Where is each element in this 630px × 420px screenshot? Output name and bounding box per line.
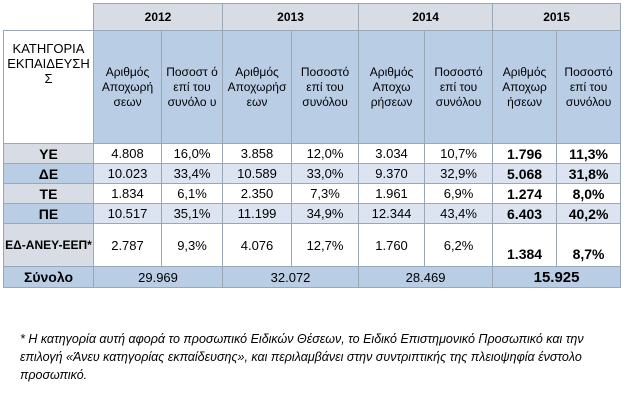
table-cell: 33,0% xyxy=(291,163,360,184)
year-2013: 2013 xyxy=(222,3,360,31)
table-cell: 6,9% xyxy=(424,183,494,204)
row-category: ΔΕ xyxy=(3,163,94,184)
year-2012: 2012 xyxy=(92,3,224,31)
table-cell: 35,1% xyxy=(160,203,224,224)
table-cell: 8,0% xyxy=(556,183,622,204)
percent-header-2013: Ποσοστό επί του συνόλου xyxy=(291,30,360,144)
table-cell: 31,8% xyxy=(556,163,622,184)
total-label: Σύνολο xyxy=(3,266,94,288)
retirement-statistics-table: 2012 2013 2014 2015 ΚΑΤΗΓΟΡΙΑ ΕΚΠΑΙΔΕΥΣΗ… xyxy=(3,3,622,288)
table-cell: 1.796 xyxy=(492,143,558,164)
table-cell: 11.199 xyxy=(222,203,293,224)
year-header-row: 2012 2013 2014 2015 xyxy=(3,3,622,31)
table-cell: 16,0% xyxy=(160,143,224,164)
table-cell: 7,3% xyxy=(291,183,360,204)
table-cell: 34,9% xyxy=(291,203,360,224)
total-2014: 28.469 xyxy=(358,266,494,288)
table-cell: 10.589 xyxy=(222,163,293,184)
table-cell: 3.858 xyxy=(222,143,293,164)
count-header-2014: Αριθμός Αποχω ρήσεων xyxy=(358,30,426,144)
row-category: ΥΕ xyxy=(3,143,94,164)
table-cell: 3.034 xyxy=(358,143,426,164)
total-2012: 29.969 xyxy=(92,266,224,288)
table-cell: 33,4% xyxy=(160,163,224,184)
table-cell: 8,7% xyxy=(556,223,622,267)
table-cell: 32,9% xyxy=(424,163,494,184)
count-header-2013: Αριθμός Αποχωρήσ εων xyxy=(222,30,293,144)
table-cell: 9.370 xyxy=(358,163,426,184)
table-row: ΕΔ-ΑΝΕΥ-ΕΕΠ* 2.787 9,3% 4.076 12,7% 1.76… xyxy=(3,223,622,267)
total-2013: 32.072 xyxy=(222,266,360,288)
percent-header-2014: Ποσοστό επί του συνόλου xyxy=(424,30,494,144)
table-cell: 1.760 xyxy=(358,223,426,267)
table-cell: 1.384 xyxy=(492,223,558,267)
category-header: ΚΑΤΗΓΟΡΙΑ ΕΚΠΑΙΔΕΥΣΗ Σ xyxy=(3,30,94,144)
table-cell: 6.403 xyxy=(492,203,558,224)
table-row: ΔΕ 10.023 33,4% 10.589 33,0% 9.370 32,9%… xyxy=(3,163,622,184)
percent-header-2012: Ποσοστ ό επί του συνόλο υ xyxy=(160,30,224,144)
table-cell: 10,7% xyxy=(424,143,494,164)
table-cell: 1.274 xyxy=(492,183,558,204)
year-2015: 2015 xyxy=(492,3,622,31)
count-header-2015: Αριθμός Αποχωρ ήσεων xyxy=(492,30,558,144)
table-cell: 4.076 xyxy=(222,223,293,267)
table-cell: 9,3% xyxy=(160,223,224,267)
table-cell: 10.517 xyxy=(93,203,162,224)
table-row: ΥΕ 4.808 16,0% 3.858 12,0% 3.034 10,7% 1… xyxy=(3,143,622,164)
footnote: * Η κατηγορία αυτή αφορά το προσωπικό Ει… xyxy=(20,332,584,382)
count-header-2012: Αριθμός Αποχωρή σεων xyxy=(93,30,162,144)
row-category: ΤΕ xyxy=(3,183,94,204)
blank-corner-cell xyxy=(3,3,94,31)
table-row: ΠΕ 10.517 35,1% 11.199 34,9% 12.344 43,4… xyxy=(3,203,622,224)
table-cell: 2.787 xyxy=(93,223,162,267)
total-2015: 15.925 xyxy=(492,266,622,288)
table-cell: 5.068 xyxy=(492,163,558,184)
percent-header-2015: Ποσοστό επί του συνόλου xyxy=(556,30,622,144)
table-cell: 6,2% xyxy=(424,223,494,267)
row-category: ΕΔ-ΑΝΕΥ-ΕΕΠ* xyxy=(3,223,94,267)
table-cell: 12.344 xyxy=(358,203,426,224)
table-cell: 12,0% xyxy=(291,143,360,164)
table-cell: 12,7% xyxy=(291,223,360,267)
table-cell: 1.834 xyxy=(93,183,162,204)
table-cell: 11,3% xyxy=(556,143,622,164)
table-cell: 4.808 xyxy=(93,143,162,164)
table-cell: 2.350 xyxy=(222,183,293,204)
table-row: ΤΕ 1.834 6,1% 2.350 7,3% 1.961 6,9% 1.27… xyxy=(3,183,622,204)
row-category: ΠΕ xyxy=(3,203,94,224)
table-cell: 10.023 xyxy=(93,163,162,184)
subheader-row: ΚΑΤΗΓΟΡΙΑ ΕΚΠΑΙΔΕΥΣΗ Σ Αριθμός Αποχωρή σ… xyxy=(3,30,622,144)
total-row: Σύνολο 29.969 32.072 28.469 15.925 xyxy=(3,266,622,288)
table-cell: 1.961 xyxy=(358,183,426,204)
table-cell: 43,4% xyxy=(424,203,494,224)
table-cell: 40,2% xyxy=(556,203,622,224)
table-cell: 6,1% xyxy=(160,183,224,204)
year-2014: 2014 xyxy=(358,3,494,31)
